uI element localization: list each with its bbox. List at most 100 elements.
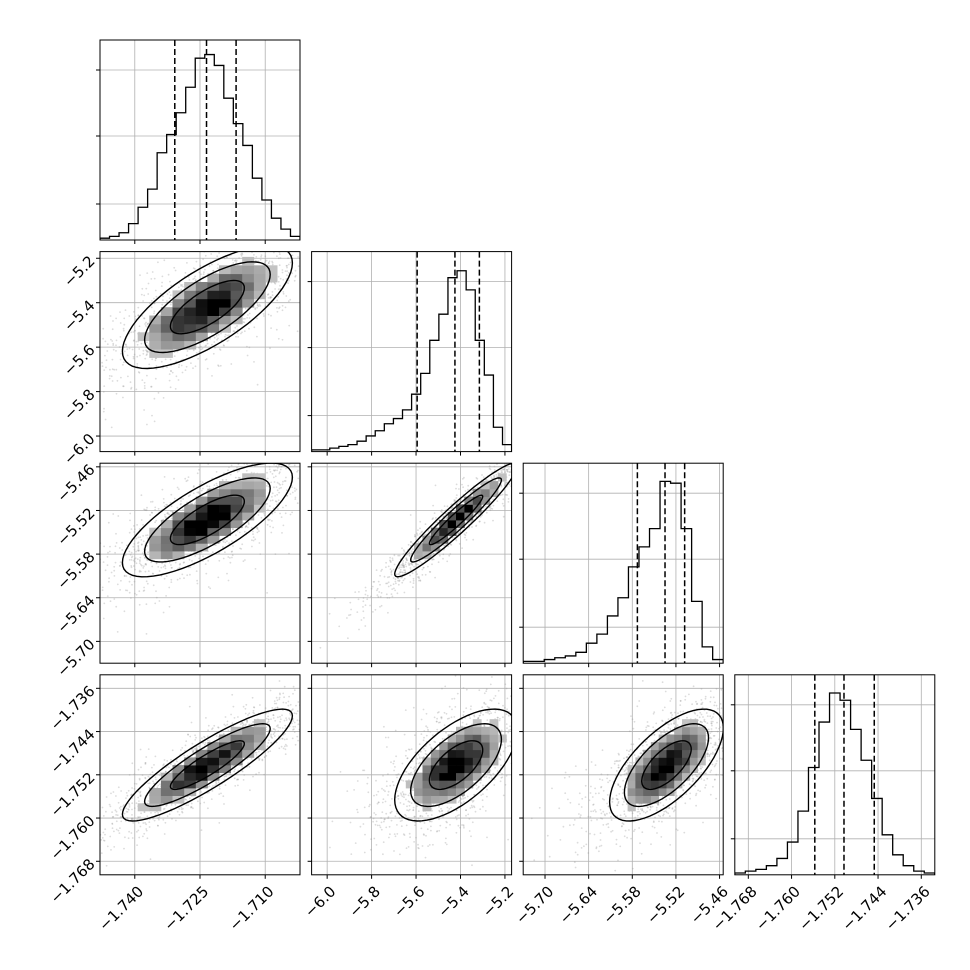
density-layer [319,443,548,649]
contour-line-outer [121,463,294,578]
scatter-point [221,445,223,447]
scatter-point [315,447,317,449]
scatter-point [369,595,372,598]
scatter-point [268,246,270,248]
scatter-point [502,515,505,518]
scatter-point [193,277,196,280]
scatter-point [128,591,131,594]
scatter-point [286,489,288,492]
scatter-point [252,533,254,535]
scatter-point [412,577,415,580]
scatter-point [146,323,149,326]
scatter-point [435,517,437,519]
scatter-point [546,443,548,445]
scatter-point [193,502,196,505]
scatter-point [304,260,306,262]
scatter-point [218,247,220,249]
scatter-point [508,483,511,486]
scatter-point [198,351,201,353]
scatter-point [109,545,111,548]
scatter-point [434,576,436,579]
scatter-point [254,299,257,302]
scatter-point [142,524,145,526]
scatter-point [475,524,478,527]
scatter-point [315,431,317,433]
scatter-point [243,226,245,228]
scatter-point [154,755,157,758]
contour-line [169,279,246,335]
scatter-point [146,506,148,509]
scatter-point [492,455,494,457]
scatter-point [200,489,203,492]
scatter-point [278,307,280,310]
scatter-point [458,488,460,490]
scatter-point [151,771,154,774]
scatter-point [309,452,311,454]
scatter-point [255,222,257,224]
scatter-point [87,634,89,636]
scatter-point [95,340,97,342]
scatter-point [101,586,104,589]
scatter-point [322,201,324,203]
scatter-point [121,549,124,551]
scatter-point [267,485,270,488]
scatter-point [333,597,336,600]
scatter-point [143,381,146,384]
scatter-point [269,459,271,461]
scatter-point [162,566,165,568]
scatter-point [256,303,259,306]
scatter-point [147,322,150,325]
scatter-point [253,361,255,363]
scatter-point [151,500,154,503]
scatter-point [237,336,240,338]
scatter-point [231,554,234,557]
scatter-point [119,816,122,819]
scatter-point [516,464,518,466]
scatter-point [207,735,209,738]
scatter-point [407,543,410,546]
scatter-point [178,566,181,569]
scatter-point [375,569,378,571]
scatter-point [419,520,422,523]
scatter-point [483,521,486,524]
scatter-point [192,349,195,352]
scatter-point [398,554,401,557]
scatter-point [197,357,200,360]
scatter-point [243,530,246,533]
scatter-point [198,557,201,560]
scatter-point [448,554,451,557]
scatter-point [205,572,208,575]
scatter-point [164,513,166,516]
scatter-point [226,256,228,258]
scatter-point [262,233,264,235]
scatter-point [514,465,516,467]
scatter-point [158,570,161,572]
scatter-point [289,458,291,460]
scatter-point [231,550,234,553]
density-cell [149,349,162,358]
scatter-point [208,485,211,488]
scatter-point [416,534,419,536]
scatter-point [133,525,135,527]
scatter-point [192,492,195,495]
scatter-point [185,354,188,357]
density-cell [184,323,197,333]
scatter-point [499,494,502,497]
scatter-point [157,507,160,510]
scatter-point [255,256,258,258]
scatter-point [97,387,99,389]
scatter-point [277,455,279,457]
scatter-point [169,358,172,361]
scatter-point [103,385,106,387]
scatter-point [416,532,418,535]
density-cell [184,307,197,316]
scatter-point [279,284,281,287]
scatter-point [248,248,250,250]
scatter-point [202,273,205,275]
scatter-point [518,474,520,476]
scatter-point [318,432,320,434]
scatter-point [152,584,155,587]
scatter-point [139,556,142,559]
scatter-point [240,548,243,550]
